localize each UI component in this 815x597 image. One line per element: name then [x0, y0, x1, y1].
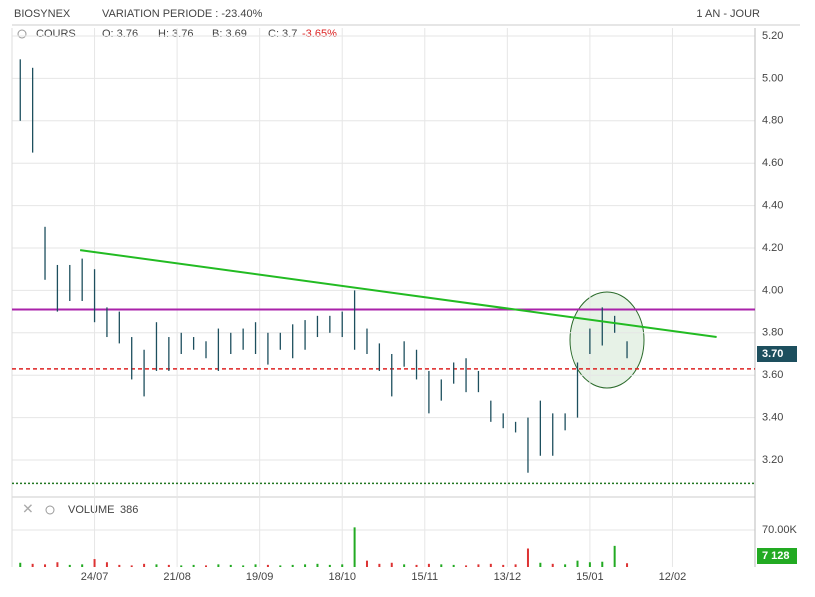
volume-bar	[155, 564, 158, 567]
last-price-box	[757, 346, 797, 362]
volume-bar	[266, 564, 269, 567]
x-tick-label: 24/07	[81, 571, 109, 583]
last-volume-box	[757, 548, 797, 564]
volume-bar	[526, 548, 529, 567]
volume-bar	[626, 563, 629, 567]
trendline	[79, 249, 717, 339]
volume-bar	[81, 564, 84, 567]
volume-bar	[465, 565, 468, 567]
volume-bar	[427, 563, 430, 567]
x-tick-label: 18/10	[328, 571, 356, 583]
volume-bar	[31, 563, 34, 567]
volume-bar	[353, 527, 356, 567]
y-tick-label: 70.00K	[762, 524, 798, 536]
title: BIOSYNEX	[14, 8, 71, 20]
subtitle: VARIATION PERIODE : -23.40%	[102, 8, 263, 20]
close-icon[interactable]: ✕	[22, 501, 34, 517]
volume-bar	[539, 562, 542, 567]
y-tick-label: 5.00	[762, 72, 783, 84]
period[interactable]: 1 AN - JOUR	[696, 8, 760, 20]
y-tick-label: 5.20	[762, 30, 783, 42]
volume-bar	[316, 563, 319, 567]
x-tick-label: 12/02	[659, 571, 687, 583]
volume-bar	[403, 564, 406, 567]
volume-bar	[205, 565, 208, 567]
last-price-label: 3.70	[762, 348, 783, 360]
legend-change: -3.65%	[302, 28, 337, 40]
volume-bar	[390, 562, 393, 567]
volume-bar	[118, 564, 121, 567]
volume-bar	[143, 563, 146, 567]
volume-bar	[576, 560, 579, 567]
volume-settings-icon[interactable]	[45, 505, 55, 515]
volume-bar	[601, 561, 604, 567]
volume-bar	[452, 564, 455, 567]
volume-bar	[489, 563, 492, 567]
volume-bar	[167, 564, 170, 567]
volume-bar	[254, 564, 257, 567]
volume-bar	[440, 564, 443, 567]
settings-icon[interactable]	[17, 29, 27, 39]
volume-bar	[192, 564, 195, 567]
volume-count: 386	[120, 504, 138, 516]
x-tick-label: 21/08	[163, 571, 191, 583]
volume-bar	[44, 564, 47, 567]
volume-bar	[56, 562, 59, 567]
legend-series: COURS	[36, 28, 76, 40]
volume-bar	[291, 564, 294, 567]
y-tick-label: 4.00	[762, 284, 783, 296]
volume-bar	[588, 562, 591, 567]
y-tick-label: 4.80	[762, 115, 783, 127]
x-tick-label: 15/01	[576, 571, 604, 583]
y-tick-label: 4.20	[762, 242, 783, 254]
legend-high: H: 3.76	[158, 28, 193, 40]
x-tick-label: 13/12	[494, 571, 522, 583]
legend-open: O: 3.76	[102, 28, 138, 40]
volume-bar	[105, 562, 108, 567]
volume-bar	[242, 565, 245, 567]
volume-title: VOLUME	[68, 504, 114, 516]
volume-bar	[279, 565, 282, 567]
legend-low: B: 3.69	[212, 28, 247, 40]
highlight-circle	[569, 291, 645, 389]
x-tick-label: 19/09	[246, 571, 274, 583]
y-tick-label: 3.80	[762, 327, 783, 339]
y-tick-label: 4.40	[762, 200, 783, 212]
volume-bar	[613, 545, 616, 567]
y-tick-label: 3.60	[762, 369, 783, 381]
legend-close: C: 3.7	[268, 28, 297, 40]
volume-bar	[328, 564, 331, 567]
volume-bar	[514, 564, 517, 567]
y-tick-label: 4.60	[762, 157, 783, 169]
volume-bar	[341, 564, 344, 567]
volume-bar	[130, 565, 133, 567]
volume-bar	[229, 564, 232, 567]
volume-bar	[564, 564, 567, 567]
volume-bar	[180, 565, 183, 567]
y-tick-label: 3.40	[762, 412, 783, 424]
volume-bar	[477, 564, 480, 567]
y-tick-label: 3.20	[762, 454, 783, 466]
volume-bar	[365, 560, 368, 567]
volume-bar	[502, 564, 505, 567]
volume-bar	[19, 562, 22, 567]
volume-bar	[378, 563, 381, 567]
volume-bar	[68, 564, 71, 567]
x-tick-label: 15/11	[411, 571, 438, 583]
last-volume-label: 7 128	[762, 550, 790, 562]
volume-bar	[93, 559, 96, 567]
volume-bar	[217, 564, 220, 567]
volume-bar	[551, 563, 554, 567]
volume-bar	[304, 564, 307, 567]
volume-bar	[415, 564, 418, 567]
